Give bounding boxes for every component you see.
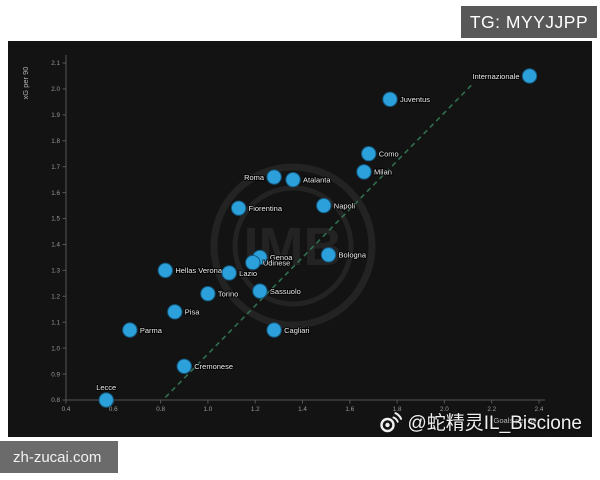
chart-panel: IMB 0.8 0.9 1.0 1.1 1.2 1.3 1.4 1.5 1.6 1.7 1.8 1.9 2… bbox=[8, 41, 592, 437]
point-parma bbox=[122, 322, 138, 338]
telegram-badge: TG: MYYJJPP bbox=[461, 6, 597, 38]
y-tick-label: 2.0 bbox=[51, 86, 60, 93]
y-tick-label: 1.0 bbox=[51, 345, 60, 352]
y-tick-label: 1.7 bbox=[51, 164, 60, 171]
y-tick-label: 1.9 bbox=[51, 112, 60, 119]
author-handle: @蛇精灵IL_Biscione bbox=[407, 413, 582, 434]
point-atalanta bbox=[285, 171, 301, 188]
point-internazionale bbox=[521, 68, 538, 84]
point-cagliari bbox=[266, 322, 282, 338]
point-juventus bbox=[382, 91, 398, 107]
point-udinese bbox=[245, 254, 261, 271]
point-label-bologna: Bologna bbox=[339, 251, 367, 260]
point-fiorentina bbox=[230, 200, 247, 216]
x-tick-label: 0.8 bbox=[156, 406, 165, 413]
point-label-fiorentina: Fiorentina bbox=[249, 204, 283, 213]
x-tick-label: 0.6 bbox=[109, 406, 118, 413]
point-label-napoli: Napoli bbox=[334, 201, 356, 210]
point-label-genoa: Genoa bbox=[270, 253, 293, 262]
point-label-hellas-verona: Hellas Verona bbox=[175, 266, 223, 275]
y-tick-label: 1.3 bbox=[51, 268, 60, 275]
point-sassuolo bbox=[252, 283, 268, 299]
x-axis-title: Goals per 90 bbox=[494, 416, 537, 425]
site-banner-text: zh-zucai.com bbox=[13, 448, 102, 466]
point-label-udinese: Udinese bbox=[263, 258, 291, 267]
point-napoli bbox=[316, 197, 332, 214]
point-label-atalanta: Atalanta bbox=[303, 175, 331, 184]
y-tick-label: 1.5 bbox=[51, 216, 60, 223]
club-badge-watermark-outer-ring bbox=[210, 163, 376, 329]
x-tick-label: 0.4 bbox=[62, 406, 71, 413]
y-tick-label: 1.2 bbox=[51, 294, 60, 301]
point-label-parma: Parma bbox=[140, 326, 163, 335]
y-axis-title: xG per 90 bbox=[21, 67, 30, 100]
x-tick-label: 1.8 bbox=[393, 406, 402, 413]
point-label-cremonese: Cremonese bbox=[194, 362, 233, 371]
y-tick-label: 0.8 bbox=[51, 397, 60, 404]
y-tick-label: 1.8 bbox=[51, 138, 60, 145]
point-roma bbox=[266, 169, 282, 185]
club-badge-watermark-inner-ring bbox=[232, 185, 354, 307]
point-label-cagliari: Cagliari bbox=[284, 326, 310, 335]
x-tick-label: 1.0 bbox=[204, 406, 213, 413]
site-banner: zh-zucai.com bbox=[0, 441, 118, 473]
point-pisa bbox=[167, 304, 183, 320]
scatter-chart: IMB0.80.91.01.11.21.31.41.51.61.71.81.92… bbox=[21, 55, 545, 425]
point-label-torino: Torino bbox=[218, 290, 238, 299]
point-label-internazionale: Internazionale bbox=[472, 72, 519, 81]
point-milan bbox=[356, 164, 372, 180]
point-label-pisa: Pisa bbox=[185, 308, 200, 317]
x-tick-label: 1.6 bbox=[345, 406, 354, 413]
point-label-roma: Roma bbox=[244, 173, 265, 182]
author-watermark: @蛇精灵IL_Biscione bbox=[378, 408, 582, 435]
trend-line bbox=[164, 83, 474, 398]
y-tick-label: 1.1 bbox=[51, 319, 60, 326]
point-torino bbox=[200, 286, 216, 302]
x-tick-label: 2.4 bbox=[535, 406, 544, 413]
y-tick-label: 1.6 bbox=[51, 190, 60, 197]
point-label-juventus: Juventus bbox=[400, 95, 430, 104]
point-lazio bbox=[221, 265, 237, 281]
x-tick-label: 1.2 bbox=[251, 406, 260, 413]
point-como bbox=[361, 146, 377, 162]
y-tick-label: 1.4 bbox=[51, 242, 60, 249]
point-label-lecce: Lecce bbox=[96, 383, 116, 392]
point-label-sassuolo: Sassuolo bbox=[270, 287, 301, 296]
point-bologna bbox=[320, 247, 337, 263]
point-label-como: Como bbox=[379, 150, 399, 159]
point-hellas-verona bbox=[157, 262, 174, 279]
y-tick-label: 0.9 bbox=[51, 371, 60, 378]
point-cremonese bbox=[176, 358, 192, 374]
x-tick-label: 2.2 bbox=[487, 406, 496, 413]
point-label-milan: Milan bbox=[374, 168, 392, 177]
point-label-lazio: Lazio bbox=[239, 269, 257, 278]
point-lecce bbox=[98, 392, 114, 408]
y-tick-label: 2.1 bbox=[51, 60, 60, 67]
x-tick-label: 2.0 bbox=[440, 406, 449, 413]
telegram-badge-text: TG: MYYJJPP bbox=[469, 11, 589, 32]
x-tick-label: 1.4 bbox=[298, 406, 307, 413]
weibo-icon bbox=[378, 411, 403, 433]
